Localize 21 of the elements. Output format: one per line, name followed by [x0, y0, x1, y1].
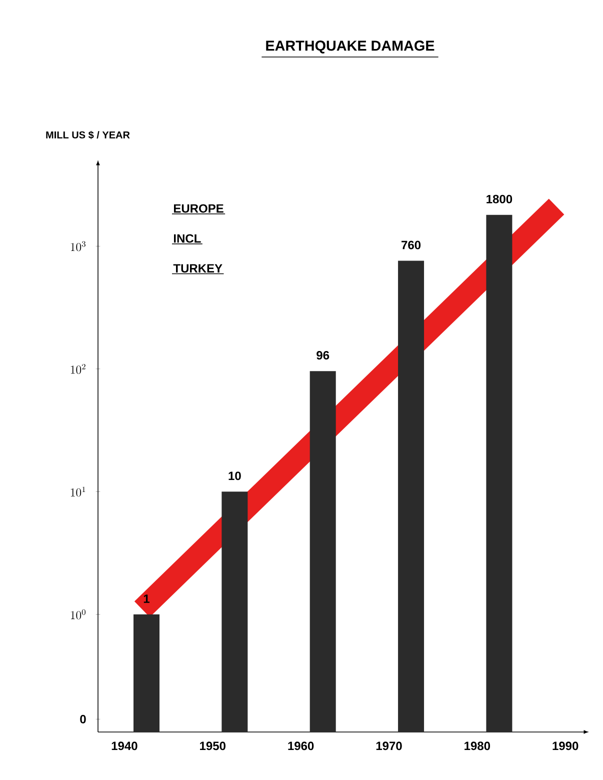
data-label: 1800: [486, 194, 512, 204]
data-label: 1: [144, 594, 150, 603]
y-tick-label: $10^{1}$: [70, 486, 86, 497]
y-axis-title: MILL US $ / YEAR: [46, 130, 130, 140]
data-label: 760: [402, 240, 421, 250]
y-tick-label: $10^{3}$: [70, 241, 86, 252]
y-tick-label: $10^{2}$: [70, 364, 86, 374]
y-tick-label: 0: [80, 714, 86, 724]
x-tick-label: 1970: [376, 742, 402, 750]
y-tick-label: $10^{0}$: [70, 609, 86, 620]
data-label: 96: [316, 351, 330, 360]
x-tick-label: 1980: [464, 742, 490, 750]
data-label: 10: [228, 472, 241, 480]
annotation: INCL: [174, 234, 201, 243]
annotation: EUROPE: [174, 204, 224, 213]
x-tick-label: 1940: [112, 742, 138, 750]
annotation: TURKEY: [173, 264, 222, 273]
x-tick-label: 1950: [200, 742, 226, 750]
x-tick-label: 1960: [288, 742, 314, 750]
chart-title: EARTHQUAKE DAMAGE: [266, 40, 434, 54]
x-tick-label: 1990: [552, 742, 578, 750]
